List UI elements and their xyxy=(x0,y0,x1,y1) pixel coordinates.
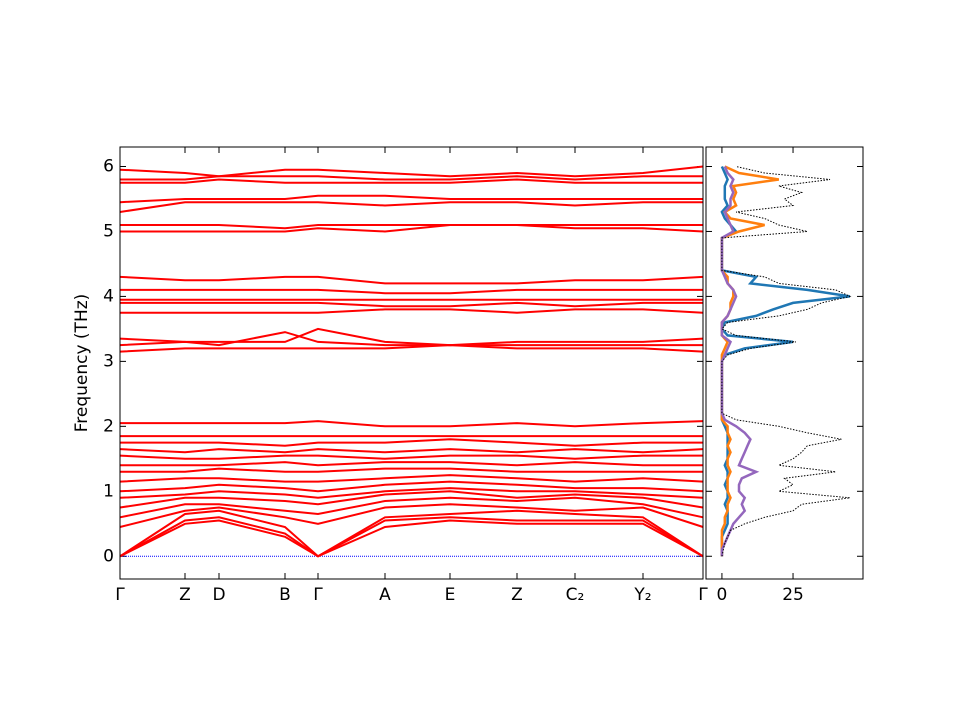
band-line xyxy=(119,331,703,347)
band-line xyxy=(119,519,704,558)
band-line xyxy=(119,275,704,285)
band-line xyxy=(119,165,704,178)
y-tick-label: 3 xyxy=(103,351,114,371)
band-line xyxy=(120,301,703,308)
band-line xyxy=(119,480,704,493)
x-tick-label: Z xyxy=(179,585,191,605)
band-line xyxy=(119,201,703,213)
x-tick-label: Γ xyxy=(115,585,125,605)
y-tick-label: 1 xyxy=(103,481,114,501)
band-line xyxy=(119,490,704,509)
band-line xyxy=(120,420,704,428)
band-line xyxy=(119,487,704,499)
y-axis-label: Frequency (THz) xyxy=(72,294,92,433)
band-line xyxy=(120,461,703,467)
x-tick-label: 0 xyxy=(717,585,728,605)
x-tick-label: Z xyxy=(511,585,523,605)
band-line xyxy=(120,467,703,473)
band-line xyxy=(120,288,703,295)
band-line xyxy=(120,175,703,181)
x-tick-label: E xyxy=(445,585,456,605)
x-tick-label: Y₂ xyxy=(633,585,651,605)
band-line xyxy=(120,224,703,230)
band-line xyxy=(119,344,704,353)
band-line xyxy=(120,178,703,184)
total-dos xyxy=(721,166,852,557)
band-line xyxy=(120,224,704,233)
band-line xyxy=(119,454,703,460)
x-tick-label: D xyxy=(212,585,225,605)
band-line xyxy=(120,308,704,314)
plot-frame xyxy=(705,146,864,580)
band-line xyxy=(119,474,704,483)
x-tick-label: Γ xyxy=(698,585,708,605)
y-tick-label: 0 xyxy=(103,546,114,566)
band-line xyxy=(119,509,704,558)
x-tick-label: A xyxy=(379,585,391,605)
band-line xyxy=(119,503,704,528)
y-tick-label: 5 xyxy=(103,221,114,241)
projected-dos xyxy=(720,165,851,557)
x-tick-label: Γ xyxy=(313,585,323,605)
y-tick-label: 4 xyxy=(103,286,114,306)
x-tick-label: C₂ xyxy=(566,585,585,605)
x-tick-label: 25 xyxy=(782,585,804,605)
band-line xyxy=(119,496,704,519)
x-tick-label: B xyxy=(279,585,291,605)
band-line xyxy=(119,194,703,204)
y-tick-label: 6 xyxy=(103,156,114,176)
plot-frame xyxy=(119,146,704,580)
band-line xyxy=(119,327,704,347)
band-line xyxy=(120,438,703,447)
band-line xyxy=(119,448,704,454)
band-line xyxy=(119,516,704,558)
y-tick-label: 2 xyxy=(103,416,114,436)
